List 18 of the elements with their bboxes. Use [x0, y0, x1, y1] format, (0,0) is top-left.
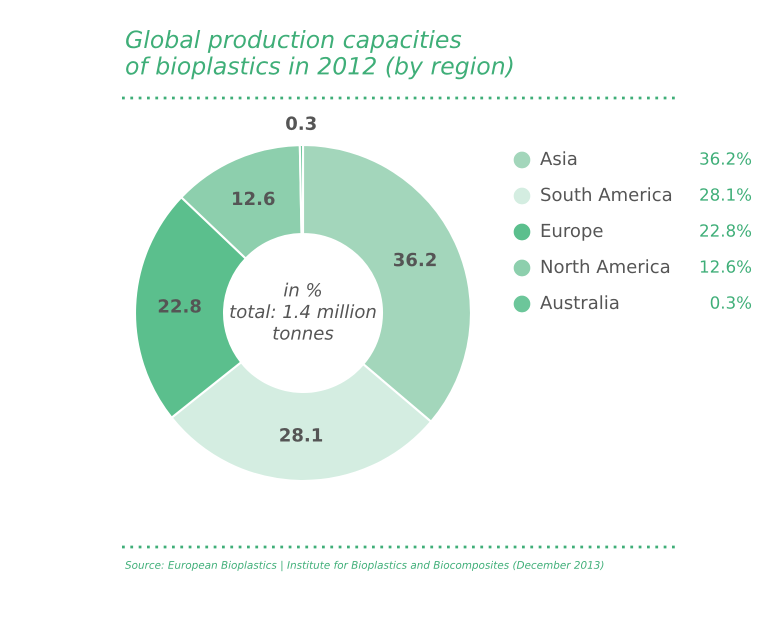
text: in % total: 1.4 million tonnes [230, 282, 376, 340]
chart-title: Global production capacities of bioplastics in 2012 (by region) [126, 30, 512, 80]
legend-label: Asia [540, 151, 576, 166]
text: 0.3% [710, 296, 752, 309]
data-label: 28.1 [280, 428, 322, 442]
text: 36.2% [700, 152, 752, 165]
legend-label: North America [542, 259, 670, 274]
data-label: 36.2 [394, 252, 436, 266]
legend-label: Europe [542, 224, 603, 241]
source-note: Source: European Bioplastics | Institute for Bioplastics and Biocomposites (December 2013) [125, 560, 604, 572]
text: 12.6% [700, 260, 752, 273]
data-label: 22.8 [158, 299, 201, 313]
legend-label: Australia [540, 295, 618, 310]
text: 28.1% [700, 188, 752, 201]
legend-label: South America [541, 187, 672, 202]
text: 22.8% [700, 224, 752, 237]
data-label: 12.6 [233, 192, 275, 206]
data-label: 0.3 [286, 116, 316, 130]
